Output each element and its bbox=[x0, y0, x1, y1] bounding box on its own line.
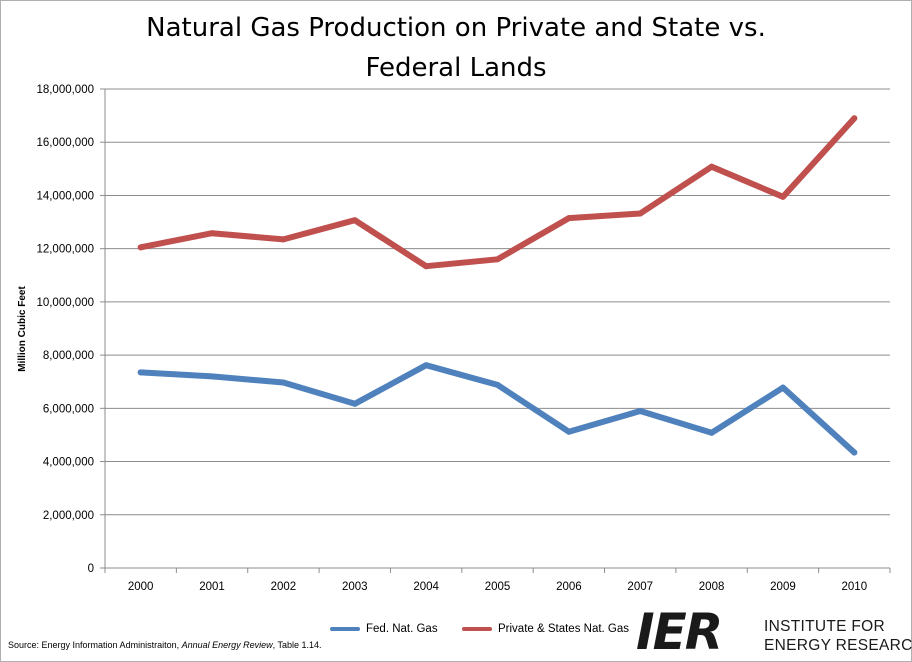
logo-text-line-2: ENERGY RESEARCH bbox=[764, 637, 912, 654]
data-point bbox=[565, 215, 572, 222]
chart-title-line-2: Federal Lands bbox=[365, 53, 547, 83]
data-point bbox=[351, 217, 358, 224]
ier-logo: IER INSTITUTE FOR ENERGY RESEARCH bbox=[636, 603, 912, 661]
x-axis-tick-labels: 2000 2001 2002 2003 2004 2005 2006 2007 2008 2009… bbox=[128, 581, 867, 593]
x-tick-label: 2001 bbox=[199, 581, 225, 593]
data-point bbox=[137, 244, 144, 251]
legend-label-private: Private & States Nat. Gas bbox=[498, 623, 630, 635]
data-point bbox=[494, 381, 501, 388]
logo-text-line-1: INSTITUTE FOR bbox=[764, 618, 886, 635]
data-point bbox=[851, 115, 858, 122]
x-tick-label: 2000 bbox=[128, 581, 154, 593]
data-point bbox=[637, 407, 644, 414]
data-point bbox=[423, 362, 430, 369]
x-tick-label: 2007 bbox=[627, 581, 653, 593]
y-tick-label: 6,000,000 bbox=[43, 403, 94, 415]
data-point bbox=[494, 256, 501, 263]
y-tick-label: 12,000,000 bbox=[36, 244, 94, 256]
source-publication: Annual Energy Review bbox=[181, 640, 273, 650]
data-point bbox=[280, 379, 287, 386]
source-prefix: Source: Energy Information Administraito… bbox=[8, 640, 182, 650]
x-tick-label: 2003 bbox=[342, 581, 368, 593]
x-tick-label: 2004 bbox=[413, 581, 439, 593]
data-point bbox=[708, 163, 715, 170]
y-axis-label: Million Cubic Feet bbox=[17, 286, 28, 372]
data-point bbox=[423, 263, 430, 270]
data-point bbox=[209, 230, 216, 237]
data-point bbox=[351, 400, 358, 407]
chart-title: Natural Gas Production on Private and St… bbox=[0, 8, 912, 88]
legend-label-fed: Fed. Nat. Gas bbox=[366, 623, 438, 635]
logo-mark: IER bbox=[636, 603, 723, 661]
y-tick-label: 8,000,000 bbox=[43, 350, 94, 362]
data-point bbox=[708, 429, 715, 436]
x-tick-label: 2009 bbox=[770, 581, 796, 593]
y-tick-label: 0 bbox=[88, 563, 94, 575]
data-point bbox=[209, 373, 216, 380]
x-tick-label: 2008 bbox=[699, 581, 725, 593]
y-tick-label: 14,000,000 bbox=[36, 190, 94, 202]
gridlines bbox=[105, 88, 890, 516]
x-tick-label: 2005 bbox=[485, 581, 511, 593]
series-line-0 bbox=[137, 362, 858, 456]
source-note: Source: Energy Information Administraito… bbox=[8, 640, 322, 650]
y-tick-label: 16,000,000 bbox=[36, 137, 94, 149]
legend-swatch-private bbox=[462, 627, 492, 631]
y-tick-label: 4,000,000 bbox=[43, 457, 94, 469]
source-suffix: , Table 1.14. bbox=[272, 640, 322, 650]
data-point bbox=[280, 236, 287, 243]
data-point bbox=[137, 369, 144, 376]
data-point bbox=[637, 210, 644, 217]
data-point bbox=[779, 384, 786, 391]
data-point bbox=[565, 428, 572, 435]
x-tick-label: 2006 bbox=[556, 581, 582, 593]
series-line-1 bbox=[137, 115, 858, 270]
legend-swatch-fed bbox=[330, 627, 360, 631]
series-lines bbox=[137, 115, 858, 456]
axes bbox=[100, 88, 891, 573]
chart-title-line-1: Natural Gas Production on Private and St… bbox=[146, 13, 766, 43]
y-tick-label: 10,000,000 bbox=[36, 297, 94, 309]
y-tick-label: 2,000,000 bbox=[43, 510, 94, 522]
y-tick-label: 18,000,000 bbox=[36, 84, 94, 96]
x-tick-label: 2002 bbox=[271, 581, 297, 593]
y-axis-tick-labels: 0 2,000,000 4,000,000 6,000,000 8,000,000 10,… bbox=[36, 84, 94, 575]
data-point bbox=[851, 449, 858, 456]
x-tick-label: 2010 bbox=[842, 581, 868, 593]
data-point bbox=[779, 193, 786, 200]
